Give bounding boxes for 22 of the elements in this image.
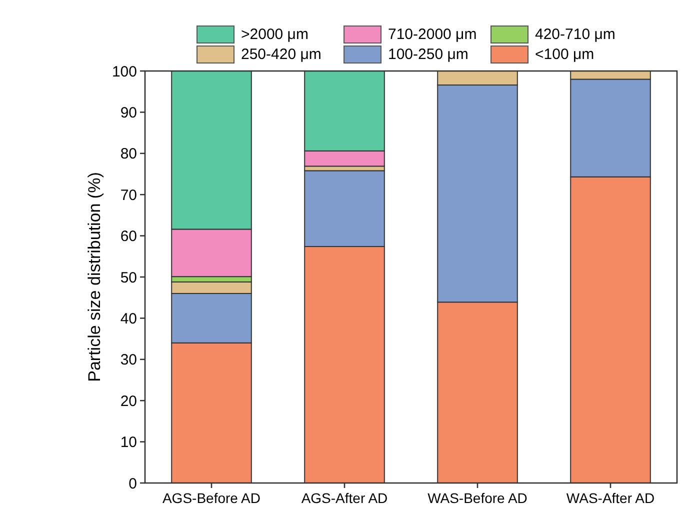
y-tick-label: 10 — [120, 434, 137, 452]
legend-label: >2000 μm — [241, 26, 308, 43]
legend-label: 420-710 μm — [535, 26, 616, 43]
legend-label: 710-2000 μm — [388, 26, 477, 43]
x-tick-label: WAS-Before AD — [428, 490, 528, 506]
y-tick-label: 60 — [120, 228, 137, 246]
legend-label: 100-250 μm — [388, 46, 468, 63]
y-tick-label: 70 — [120, 186, 137, 204]
y-axis-title: Particle size distribution (%) — [85, 172, 104, 382]
x-tick-label: WAS-After AD — [566, 490, 655, 506]
x-tick-label: AGS-After AD — [301, 490, 388, 506]
y-tick-label: 50 — [120, 269, 137, 286]
y-tick-label: 30 — [120, 352, 137, 369]
legend-label: 250-420 μm — [241, 46, 322, 63]
legend-label: <100 μm — [535, 46, 594, 63]
y-tick-label: 90 — [120, 104, 137, 122]
x-tick-label: AGS-Before AD — [162, 490, 261, 506]
y-tick-label: 40 — [120, 310, 137, 328]
y-tick-label: 20 — [120, 392, 137, 410]
y-tick-label: 100 — [112, 63, 137, 80]
y-tick-label: 0 — [128, 475, 137, 492]
y-tick-label: 80 — [120, 146, 137, 163]
